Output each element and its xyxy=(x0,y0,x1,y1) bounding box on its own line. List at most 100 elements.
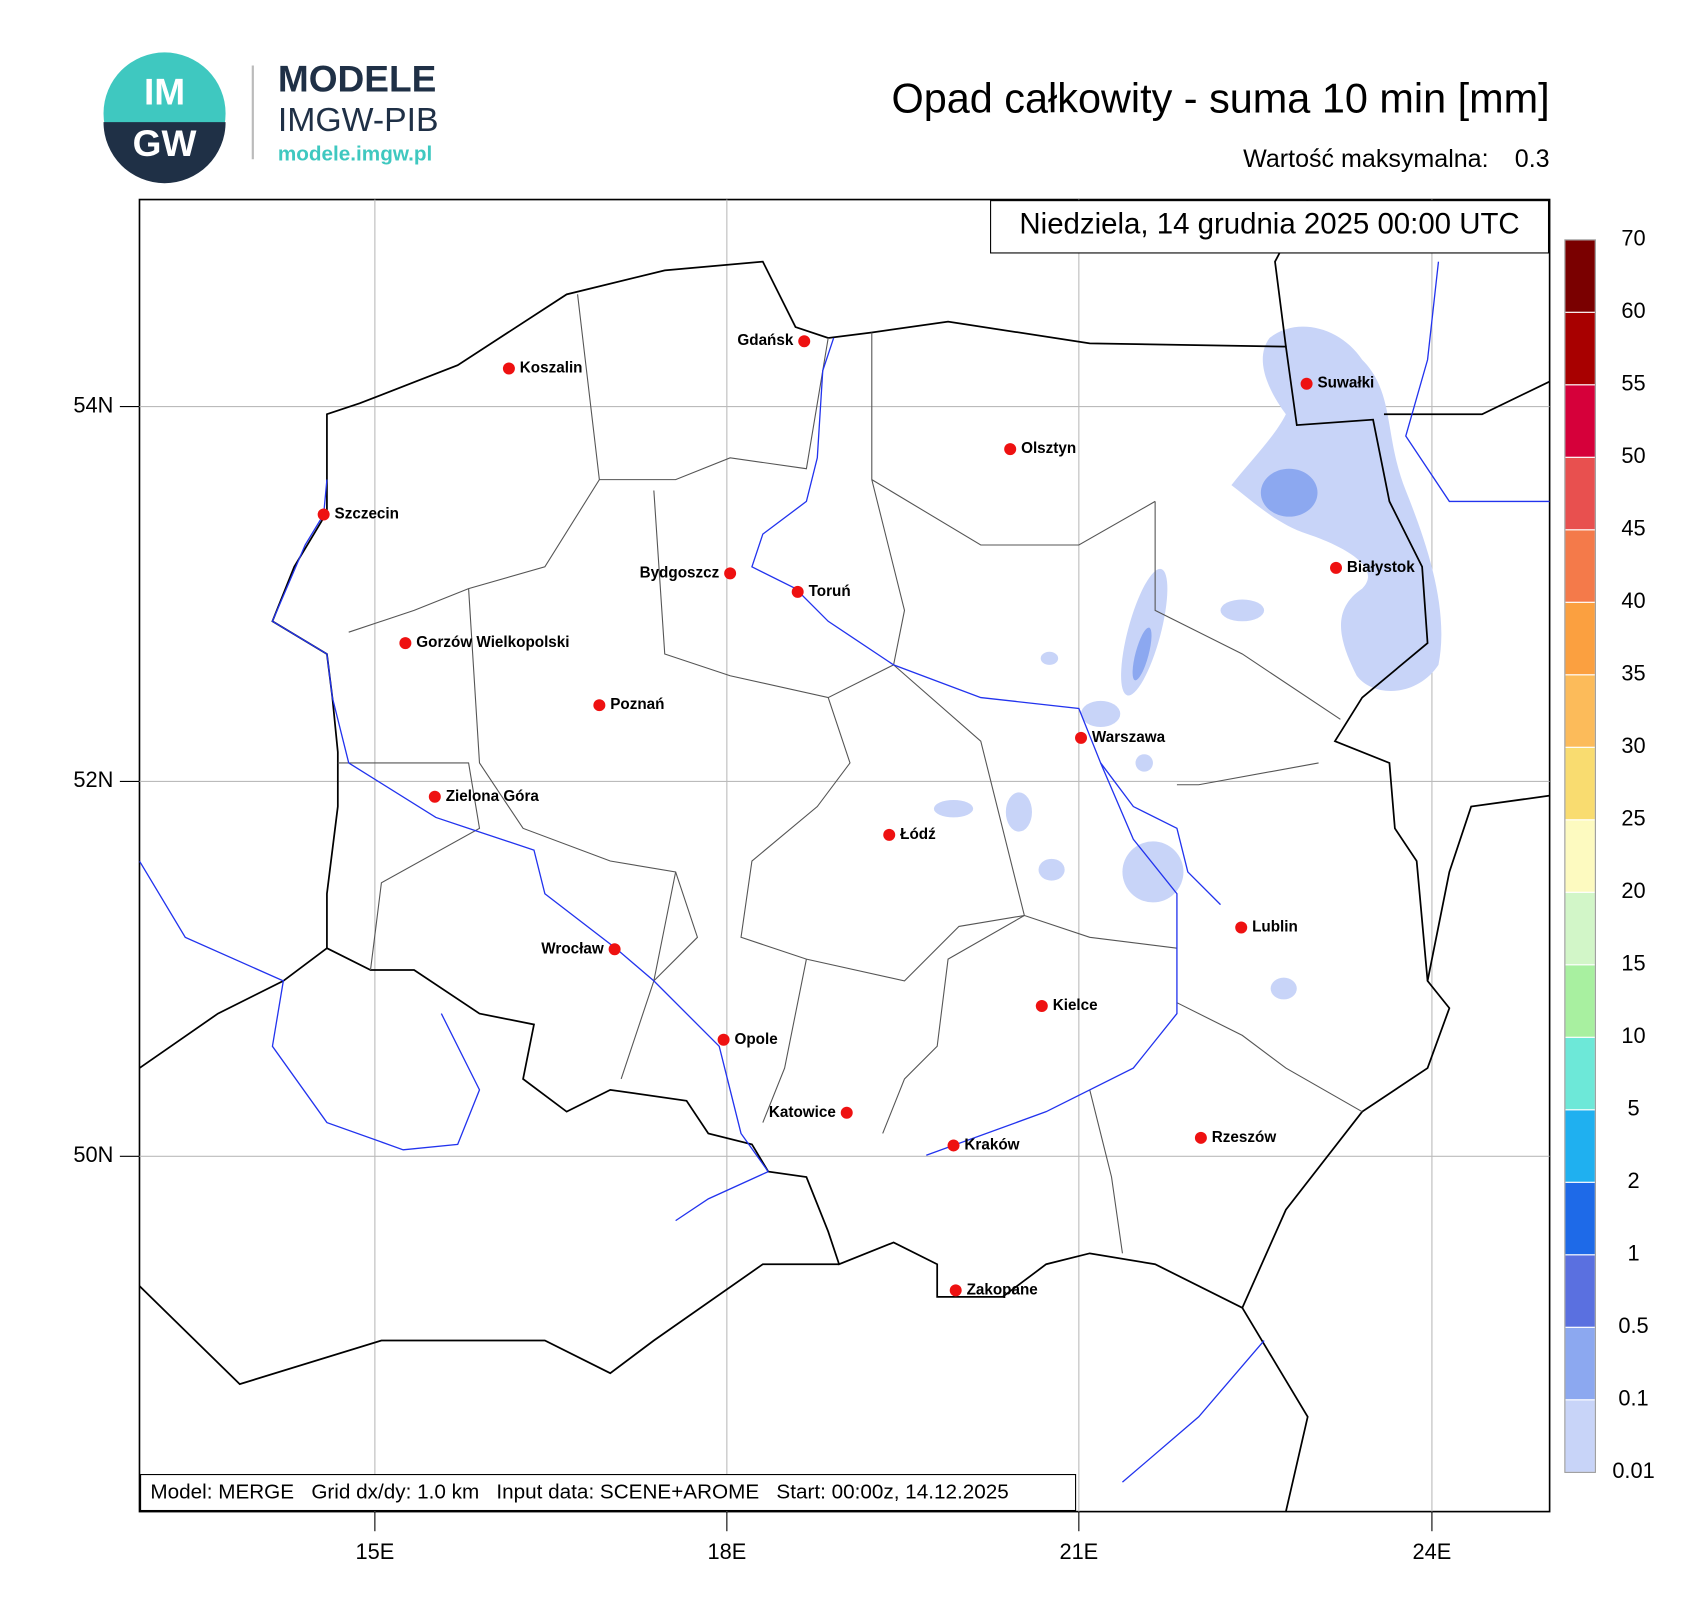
city-label: Koszalin xyxy=(520,359,583,376)
city-label: Suwałki xyxy=(1318,375,1375,392)
city-marker xyxy=(717,1033,730,1046)
legend-swatch xyxy=(1564,384,1596,458)
city-marker xyxy=(317,508,330,521)
city-label: Szczecin xyxy=(335,506,399,523)
title: Opad całkowity - suma 10 min [mm] xyxy=(892,75,1550,121)
precip-medium xyxy=(1132,468,1318,681)
city-label: Lublin xyxy=(1252,919,1298,936)
city-marker xyxy=(1235,921,1248,934)
city-label: Opole xyxy=(734,1031,777,1048)
city-marker xyxy=(1035,999,1048,1012)
regions xyxy=(337,294,1363,1254)
legend-label: 0.1 xyxy=(1618,1386,1648,1411)
legend-label: 0.01 xyxy=(1612,1458,1654,1483)
borders xyxy=(139,199,1550,1512)
legend-swatch xyxy=(1564,674,1596,748)
legend-swatch xyxy=(1564,1109,1596,1183)
city-marker xyxy=(1075,731,1088,744)
lon-label: 24E xyxy=(1413,1539,1452,1564)
city-label: Białystok xyxy=(1347,559,1415,576)
city-label: Łódź xyxy=(900,826,936,843)
city-marker xyxy=(1194,1131,1207,1144)
legend-label: 5 xyxy=(1627,1096,1639,1121)
legend-swatch xyxy=(1564,1181,1596,1256)
city-marker xyxy=(883,828,896,841)
city-marker xyxy=(949,1284,962,1297)
city-label: Kielce xyxy=(1053,997,1098,1014)
legend-swatch xyxy=(1564,891,1596,966)
legend-swatch xyxy=(1564,456,1596,531)
legend-swatch xyxy=(1564,1326,1596,1401)
city-marker xyxy=(399,637,412,650)
city-marker xyxy=(1330,561,1343,574)
max-label: Wartość maksymalna: xyxy=(1243,145,1488,173)
legend-label: 40 xyxy=(1621,588,1645,613)
city-label: Gorzów Wielkopolski xyxy=(416,634,569,651)
city-marker xyxy=(428,790,441,803)
legend-label: 55 xyxy=(1621,371,1645,396)
legend-swatch xyxy=(1564,1399,1596,1473)
legend-label: 10 xyxy=(1621,1023,1645,1048)
lon-label: 21E xyxy=(1059,1539,1098,1564)
footer-box xyxy=(140,1474,1077,1512)
city-marker xyxy=(947,1139,960,1152)
logo-text: GW xyxy=(133,122,197,164)
city-label: Kraków xyxy=(964,1136,1019,1153)
city-marker xyxy=(502,362,515,375)
legend-label: 35 xyxy=(1621,661,1645,686)
legend-label: 25 xyxy=(1621,806,1645,831)
legend-label: 60 xyxy=(1621,298,1645,323)
legend-label: 50 xyxy=(1621,443,1645,468)
city-label: Bydgoszcz xyxy=(640,564,720,581)
city-label: Zielona Góra xyxy=(446,788,540,805)
legend-label: 45 xyxy=(1621,516,1645,541)
city-label: Olsztyn xyxy=(1021,440,1076,457)
logo-text: IM xyxy=(144,71,185,113)
rivers xyxy=(139,261,1550,1483)
city-marker xyxy=(798,335,811,348)
footer: Model: MERGE Grid dx/dy: 1.0 km Input da… xyxy=(150,1481,1008,1504)
url: modele.imgw.pl xyxy=(278,142,432,165)
city-label: Zakopane xyxy=(967,1281,1038,1298)
map-area xyxy=(139,199,1550,1512)
city-marker xyxy=(724,567,737,580)
city-label: Toruń xyxy=(809,583,851,600)
legend-label: 20 xyxy=(1621,878,1645,903)
city-label: Rzeszów xyxy=(1212,1129,1277,1146)
date: Niedziela, 14 grudnia 2025 00:00 UTC xyxy=(1019,207,1519,240)
city-label: Warszawa xyxy=(1092,729,1166,746)
date-box xyxy=(990,200,1550,254)
lat-label: 52N xyxy=(73,767,113,792)
legend-swatch xyxy=(1564,746,1596,821)
legend-swatch xyxy=(1564,239,1596,313)
lon-label: 15E xyxy=(355,1539,394,1564)
legend-label: 30 xyxy=(1621,733,1645,758)
legend-swatch xyxy=(1564,1254,1596,1328)
legend-swatch xyxy=(1564,311,1596,386)
lat-label: 50N xyxy=(73,1142,113,1167)
lat-label: 54N xyxy=(73,392,113,417)
legend-swatch xyxy=(1564,964,1596,1038)
legend-label: 2 xyxy=(1627,1168,1639,1193)
logo: IM GW MODELE IMGW-PIB modele.imgw.pl xyxy=(103,52,439,184)
org: IMGW-PIB xyxy=(278,101,439,139)
legend-frame xyxy=(1564,239,1596,1473)
legend-label: 70 xyxy=(1621,226,1645,251)
city-label: Wrocław xyxy=(541,940,604,957)
legend-label: 1 xyxy=(1627,1241,1639,1266)
city-marker xyxy=(1300,377,1313,390)
legend-swatch xyxy=(1564,819,1596,893)
city-label: Gdańsk xyxy=(737,332,793,349)
brand: MODELE xyxy=(278,58,436,100)
legend-swatch xyxy=(1564,601,1596,676)
legend-swatch xyxy=(1564,1036,1596,1111)
lon-label: 18E xyxy=(707,1539,746,1564)
city-label: Poznań xyxy=(610,696,664,713)
legend-swatch xyxy=(1564,529,1596,603)
legend-label: 0.5 xyxy=(1618,1313,1648,1338)
city-marker xyxy=(840,1106,853,1119)
city-label: Katowice xyxy=(769,1104,836,1121)
legend-label: 15 xyxy=(1621,951,1645,976)
